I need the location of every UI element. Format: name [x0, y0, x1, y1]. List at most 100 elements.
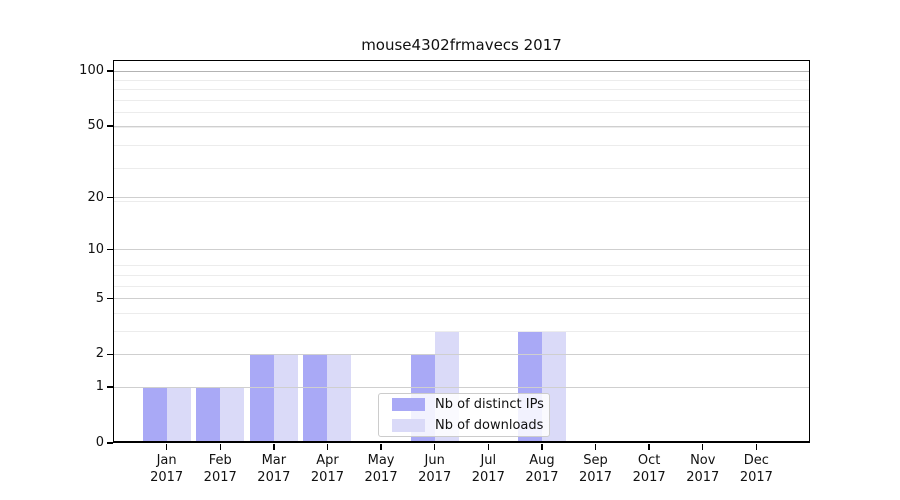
- bar-distinct-ips-jan: [142, 387, 167, 443]
- x-tick-mark-mar: [273, 444, 275, 450]
- x-tick-label-oct: Oct 2017: [617, 452, 681, 486]
- x-tick-label-dec: Dec 2017: [724, 452, 788, 486]
- x-tick-year: 2017: [257, 470, 291, 485]
- gridline-minor: [113, 79, 810, 81]
- legend-swatch-distinct-ips: [392, 398, 425, 411]
- x-tick-month: Mar: [261, 453, 287, 468]
- x-tick-mark-jul: [487, 444, 489, 450]
- x-tick-year: 2017: [418, 470, 452, 485]
- x-tick-label-sep: Sep 2017: [564, 452, 628, 486]
- x-tick-label-jul: Jul 2017: [456, 452, 520, 486]
- x-tick-label-jun: Jun 2017: [403, 452, 467, 486]
- x-tick-label-aug: Aug 2017: [510, 452, 574, 486]
- gridline-major: [113, 353, 810, 355]
- bar-distinct-ips-feb: [196, 387, 221, 443]
- gridline-major: [113, 125, 810, 127]
- x-tick-month: Oct: [637, 453, 661, 468]
- legend: Nb of distinct IPs Nb of downloads: [378, 393, 550, 437]
- gridline-minor: [113, 100, 810, 102]
- x-tick-label-apr: Apr 2017: [295, 452, 359, 486]
- x-tick-label-nov: Nov 2017: [671, 452, 735, 486]
- legend-item-downloads: Nb of downloads: [392, 418, 549, 433]
- bar-downloads-mar: [273, 354, 298, 443]
- x-tick-month: Jul: [480, 453, 497, 468]
- gridline-major: [113, 70, 810, 72]
- legend-item-distinct-ips: Nb of distinct IPs: [392, 397, 549, 412]
- gridline-major: [113, 386, 810, 388]
- x-tick-label-feb: Feb 2017: [188, 452, 252, 486]
- y-tick-label-1: 1: [95, 379, 104, 395]
- x-tick-label-mar: Mar 2017: [242, 452, 306, 486]
- y-tick-label-50: 50: [87, 118, 104, 134]
- x-tick-month: Nov: [690, 453, 716, 468]
- x-tick-year: 2017: [739, 470, 773, 485]
- x-tick-year: 2017: [578, 470, 613, 485]
- x-tick-year: 2017: [632, 470, 666, 485]
- bar-downloads-apr: [327, 354, 352, 443]
- x-tick-year: 2017: [364, 470, 398, 485]
- x-tick-mark-dec: [755, 444, 758, 450]
- x-tick-month: Sep: [583, 453, 608, 468]
- gridline-major: [113, 249, 810, 251]
- y-tick-mark-0: [107, 442, 113, 444]
- gridline-minor: [113, 112, 810, 114]
- gridline-major: [113, 197, 810, 199]
- x-tick-month: Apr: [316, 453, 339, 468]
- gridline-minor: [113, 89, 810, 91]
- x-tick-month: Jan: [156, 453, 177, 468]
- legend-swatch-downloads: [392, 419, 425, 432]
- plot-area: Nb of distinct IPs Nb of downloads: [113, 60, 810, 443]
- y-tick-label-0: 0: [95, 435, 104, 450]
- x-tick-label-may: May 2017: [349, 452, 413, 486]
- x-tick-year: 2017: [310, 470, 344, 485]
- x-tick-mark-feb: [219, 444, 221, 450]
- bar-distinct-ips-apr: [303, 354, 328, 443]
- x-tick-year: 2017: [150, 470, 184, 485]
- y-tick-mark-1: [107, 386, 113, 388]
- x-tick-mark-apr: [326, 444, 329, 450]
- y-tick-label-10: 10: [87, 241, 104, 257]
- y-tick-mark-2: [107, 353, 113, 356]
- y-tick-mark-5: [107, 297, 113, 300]
- x-tick-mark-jun: [433, 444, 436, 450]
- bar-downloads-jan: [166, 387, 191, 443]
- y-tick-mark-50: [107, 125, 113, 127]
- gridline-minor: [113, 312, 810, 314]
- x-tick-year: 2017: [686, 470, 720, 485]
- gridline-minor: [113, 285, 810, 287]
- gridline-minor: [113, 201, 810, 203]
- gridline-minor: [113, 168, 810, 170]
- x-tick-mark-nov: [702, 444, 704, 450]
- x-tick-month: Dec: [743, 453, 769, 468]
- x-tick-year: 2017: [203, 470, 237, 485]
- chart-title: mouse4302frmavecs 2017: [361, 36, 562, 54]
- y-tick-mark-10: [107, 249, 113, 251]
- plot-border: [113, 60, 810, 443]
- x-tick-month: May: [367, 453, 395, 468]
- gridline-minor: [113, 145, 810, 147]
- bar-downloads-feb: [220, 387, 245, 443]
- y-tick-label-20: 20: [87, 189, 104, 205]
- y-tick-mark-20: [107, 196, 113, 199]
- gridline-minor: [113, 265, 810, 267]
- legend-label-distinct-ips: Nb of distinct IPs: [435, 397, 544, 412]
- x-tick-mark-may: [380, 444, 382, 450]
- legend-label-downloads: Nb of downloads: [435, 418, 544, 433]
- x-tick-label-jan: Jan 2017: [135, 452, 199, 486]
- x-tick-year: 2017: [471, 470, 505, 485]
- bar-distinct-ips-mar: [249, 354, 274, 443]
- gridline-minor: [113, 127, 810, 129]
- x-tick-mark-aug: [541, 444, 543, 450]
- gridline-minor: [113, 274, 810, 276]
- x-tick-month: Jun: [424, 453, 445, 468]
- x-tick-mark-oct: [648, 444, 650, 450]
- x-tick-mark-jan: [165, 444, 168, 450]
- y-tick-label-2: 2: [95, 346, 104, 362]
- x-tick-month: Feb: [208, 453, 232, 468]
- gridline-minor: [113, 330, 810, 332]
- x-tick-mark-sep: [594, 444, 597, 450]
- y-tick-label-5: 5: [95, 290, 104, 306]
- y-tick-mark-100: [107, 70, 113, 72]
- gridline-major: [113, 298, 810, 300]
